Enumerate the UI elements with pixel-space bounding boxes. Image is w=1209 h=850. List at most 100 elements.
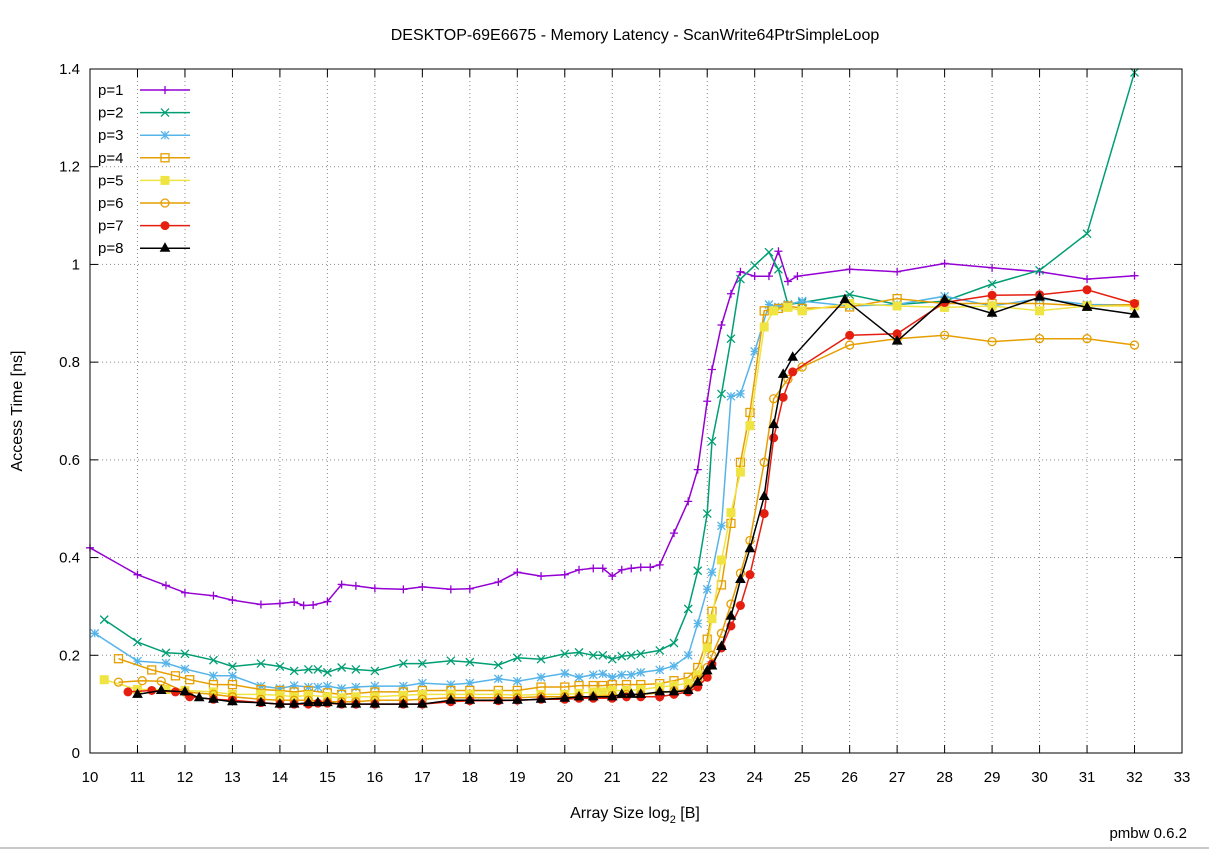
data-point-p2 xyxy=(398,659,408,669)
data-point-p1 xyxy=(750,272,759,281)
data-point-p7 xyxy=(735,600,745,610)
data-point-p8 xyxy=(464,694,476,704)
data-point-p2 xyxy=(669,638,679,648)
data-point-p1 xyxy=(537,572,546,581)
data-point-p2 xyxy=(512,653,522,663)
data-point-p3 xyxy=(208,671,218,681)
y-axis-label: Access Time [ns] xyxy=(9,351,26,472)
legend-marker xyxy=(160,175,170,185)
data-point-p2 xyxy=(987,279,997,289)
x-axis-label-tail: [B] xyxy=(676,805,700,822)
data-point-p8 xyxy=(179,685,191,696)
data-point-p8 xyxy=(255,696,267,707)
data-point-p1 xyxy=(793,272,802,281)
data-point-p4 xyxy=(726,518,736,529)
data-point-p4 xyxy=(185,675,195,685)
y-tick-label: 1 xyxy=(72,256,80,273)
data-point-p2 xyxy=(536,654,546,664)
data-point-p3 xyxy=(536,672,546,682)
data-point-p4 xyxy=(147,665,157,675)
data-point-p8 xyxy=(787,351,799,361)
data-point-p8 xyxy=(682,684,694,694)
data-point-p8 xyxy=(322,696,333,707)
legend-label: p=1 xyxy=(98,82,123,99)
x-tick-label: 10 xyxy=(82,769,99,786)
data-point-p5 xyxy=(735,467,745,477)
data-point-p2 xyxy=(617,651,627,661)
data-point-p8 xyxy=(777,368,789,378)
data-point-p8 xyxy=(735,573,746,584)
series-p4 xyxy=(113,293,1140,700)
data-point-p2 xyxy=(683,604,693,614)
data-point-p1 xyxy=(133,570,142,579)
data-point-p2 xyxy=(337,663,347,672)
data-point-p8 xyxy=(573,690,585,701)
data-point-p7 xyxy=(788,367,798,377)
series-line-p4 xyxy=(118,297,1135,696)
data-point-p1 xyxy=(636,563,645,572)
data-point-p1 xyxy=(560,570,569,579)
x-tick-label: 26 xyxy=(841,769,858,786)
series-group xyxy=(86,67,1140,709)
data-point-p1 xyxy=(940,259,949,268)
data-point-p8 xyxy=(274,698,286,708)
y-tick-label: 1.4 xyxy=(59,61,80,78)
data-point-p4 xyxy=(170,671,181,681)
data-point-p3 xyxy=(626,670,636,680)
grid-lines xyxy=(90,69,1182,753)
data-point-p6 xyxy=(137,676,147,686)
data-point-p3 xyxy=(693,619,703,628)
x-tick-label: 23 xyxy=(699,769,716,786)
data-point-p1 xyxy=(617,565,626,574)
x-tick-label: 13 xyxy=(224,769,241,786)
data-point-p1 xyxy=(494,578,503,586)
data-point-p1 xyxy=(726,289,735,298)
data-point-p3 xyxy=(417,678,427,688)
data-point-p1 xyxy=(736,267,745,276)
data-point-p1 xyxy=(764,272,773,281)
data-point-p8 xyxy=(839,293,851,304)
legend-marker xyxy=(159,242,171,252)
legend-entry-p4: p=4 xyxy=(98,150,190,167)
data-point-p6 xyxy=(769,394,779,404)
data-point-p8 xyxy=(1129,308,1140,318)
data-point-p1 xyxy=(323,597,332,606)
legend-entry-p2: p=2 xyxy=(98,105,190,122)
data-point-p2 xyxy=(693,566,703,576)
series-line-p6 xyxy=(118,334,1135,703)
data-point-p5 xyxy=(797,306,807,316)
legend-label: p=4 xyxy=(98,150,123,167)
data-point-p1 xyxy=(161,581,170,590)
data-point-p4 xyxy=(759,306,769,316)
data-point-p2 xyxy=(1082,229,1092,239)
data-point-p1 xyxy=(655,560,664,569)
legend-marker xyxy=(160,221,170,231)
series-line-p2 xyxy=(103,72,1136,674)
version-label: pmbw 0.6.2 xyxy=(1109,825,1187,842)
legend-label: p=2 xyxy=(98,105,123,122)
data-point-p8 xyxy=(706,660,718,670)
data-point-p3 xyxy=(275,684,285,693)
series-p1 xyxy=(86,247,1139,610)
data-point-p1 xyxy=(1130,271,1139,280)
x-tick-label: 22 xyxy=(651,769,668,786)
data-point-p3 xyxy=(133,656,142,666)
data-point-p8 xyxy=(511,694,523,704)
data-point-p7 xyxy=(845,330,855,340)
data-point-p8 xyxy=(986,307,998,317)
x-tick-label: 16 xyxy=(367,769,384,786)
legend-label: p=8 xyxy=(98,240,123,257)
data-point-p8 xyxy=(303,696,314,707)
data-point-p8 xyxy=(1081,301,1093,311)
legend-label: p=7 xyxy=(98,218,123,235)
legend-marker xyxy=(160,198,170,208)
data-point-p5 xyxy=(745,421,755,431)
x-axis-label: Array Size log2 [B] xyxy=(570,805,700,826)
series-line-p7 xyxy=(127,289,1135,705)
data-point-p3 xyxy=(351,682,361,692)
data-point-p3 xyxy=(797,296,807,306)
data-point-p8 xyxy=(132,688,143,698)
data-point-p8 xyxy=(1034,291,1045,301)
data-point-p1 xyxy=(684,497,693,506)
x-tick-label: 24 xyxy=(746,769,763,786)
